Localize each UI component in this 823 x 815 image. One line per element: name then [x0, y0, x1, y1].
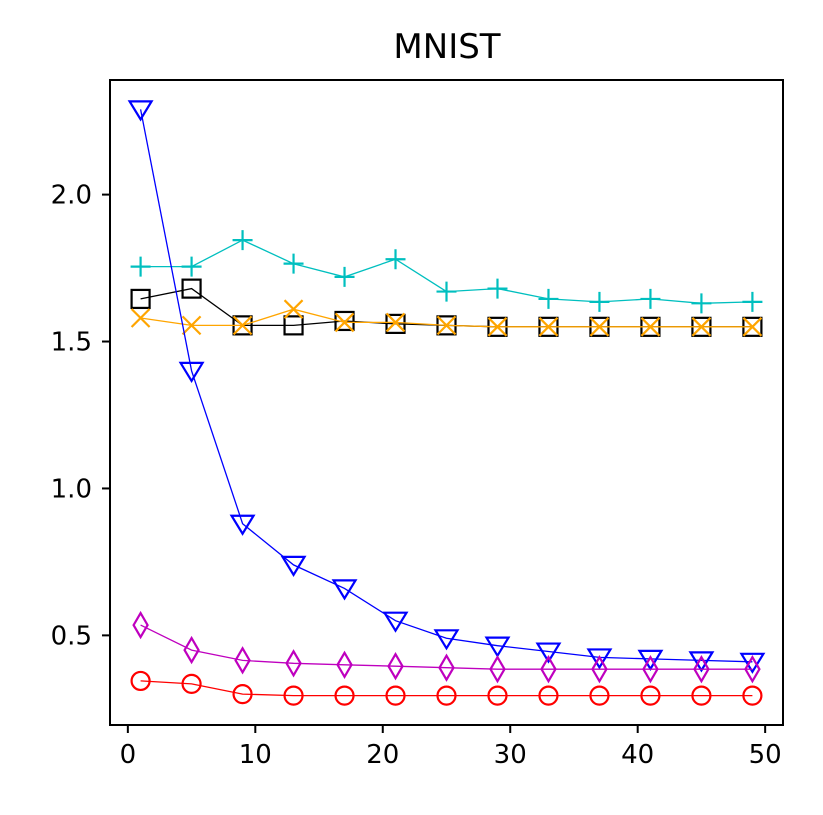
data-point [586, 648, 613, 670]
data-point [691, 293, 712, 314]
data-point [385, 312, 406, 333]
series-cyan-plus [130, 230, 763, 314]
data-point [538, 317, 559, 337]
data-point [283, 315, 304, 336]
chart-title: MNIST [393, 27, 500, 67]
data-point [382, 611, 409, 633]
y-tick-label: 1.0 [51, 474, 92, 504]
data-point [538, 288, 559, 309]
data-point [487, 278, 508, 299]
data-point [331, 579, 358, 601]
series-line [139, 109, 753, 663]
x-tick-label: 30 [494, 740, 527, 770]
x-tick-label: 50 [749, 740, 782, 770]
data-point [640, 685, 661, 706]
y-tick-label: 0.5 [51, 621, 92, 651]
data-point [132, 610, 149, 640]
series-layer [127, 100, 766, 706]
x-tick-label: 0 [120, 740, 137, 770]
data-point [387, 652, 404, 681]
data-point [484, 636, 511, 658]
data-point [280, 555, 307, 577]
data-point [334, 266, 355, 287]
data-point [127, 100, 154, 122]
data-point [436, 315, 457, 336]
data-point [285, 649, 302, 678]
data-point [535, 642, 562, 664]
data-point [591, 654, 608, 684]
data-point [130, 670, 151, 692]
data-point [540, 654, 557, 684]
data-point [334, 685, 355, 706]
data-point [691, 317, 712, 337]
series-red-circle [130, 670, 763, 706]
data-point [130, 288, 151, 310]
series-orange-x [130, 299, 763, 337]
data-point [385, 313, 406, 334]
data-point [538, 685, 559, 706]
data-point [385, 249, 406, 270]
data-point [693, 654, 710, 684]
data-point [232, 230, 253, 251]
x-tick-label: 20 [366, 740, 399, 770]
data-point [283, 299, 304, 319]
data-point [637, 649, 664, 671]
plot-frame [109, 79, 784, 726]
data-point [181, 315, 202, 336]
data-point [487, 685, 508, 706]
series-blue-triangle-down [127, 100, 766, 674]
data-point [130, 308, 151, 328]
data-point [436, 281, 457, 302]
data-point [232, 684, 253, 705]
data-point [742, 291, 763, 312]
y-tick-label: 2.0 [51, 181, 92, 211]
data-point [436, 685, 457, 706]
data-point [229, 514, 256, 536]
data-point [739, 652, 766, 674]
data-point [640, 317, 661, 337]
data-point [183, 635, 200, 665]
data-point [334, 312, 355, 333]
data-point [283, 685, 304, 706]
data-point [234, 646, 251, 675]
data-point [742, 317, 763, 337]
data-point [742, 685, 763, 706]
data-point [489, 654, 506, 684]
x-tick-label: 40 [621, 740, 654, 770]
data-point [433, 629, 460, 651]
data-point [438, 653, 455, 682]
data-point [334, 310, 355, 332]
data-point [589, 317, 610, 337]
axis-layer: 0 10 20 30 40 50 0.5 1.0 1.5 2.0 [51, 181, 782, 770]
data-point [589, 685, 610, 706]
data-point [178, 361, 205, 384]
data-point [181, 673, 202, 694]
data-point [589, 291, 610, 312]
series-line [140, 680, 753, 697]
data-point [181, 278, 202, 299]
data-point [744, 654, 761, 684]
series-magenta-diamond [132, 610, 761, 684]
x-tick-label: 10 [239, 740, 272, 770]
data-point [642, 654, 659, 684]
data-point [336, 650, 353, 679]
series-line [140, 624, 753, 670]
data-point [283, 253, 304, 274]
data-point [487, 317, 508, 337]
y-tick-label: 1.5 [51, 328, 92, 358]
data-point [385, 685, 406, 706]
data-point [688, 651, 715, 673]
data-point [691, 685, 712, 706]
data-point [640, 288, 661, 309]
data-point [232, 315, 253, 336]
data-point [130, 256, 151, 277]
data-point [181, 256, 202, 277]
